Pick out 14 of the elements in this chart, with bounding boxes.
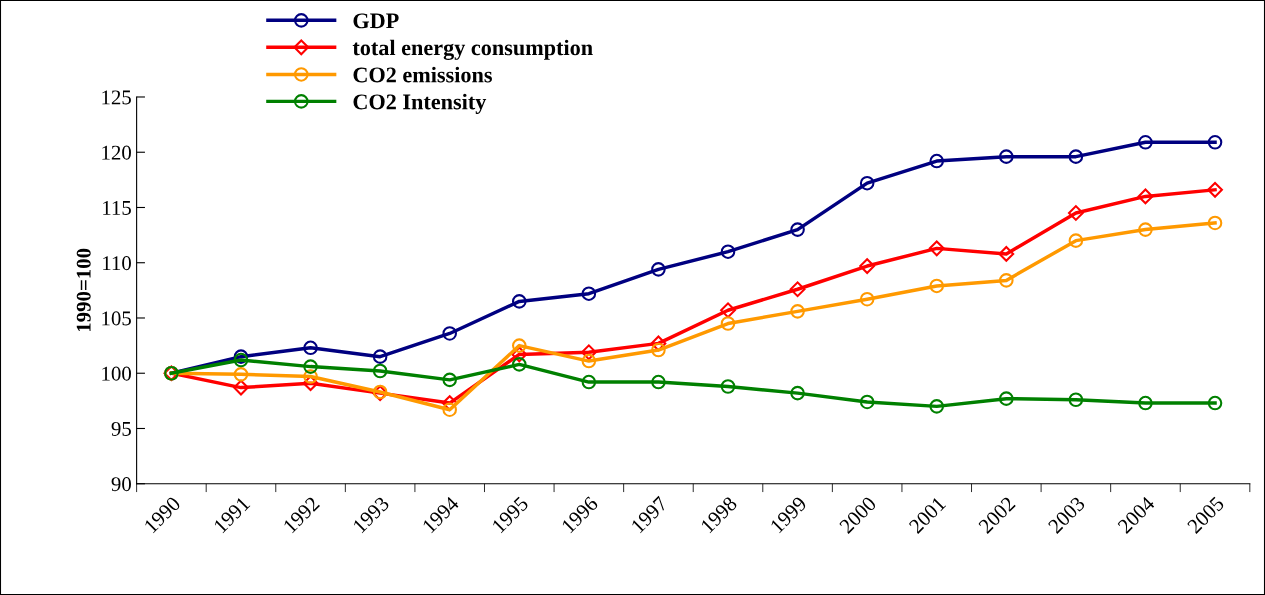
y-tick-label: 120 [102, 145, 131, 160]
y-tick-label: 125 [102, 90, 131, 105]
x-tick-label: 1991 [213, 496, 251, 534]
y-tick-label: 100 [102, 366, 131, 381]
legend-label: total energy consumption [352, 39, 593, 60]
y-tick-label: 105 [102, 311, 131, 326]
legend-label: CO2 Intensity [353, 93, 487, 114]
y-tick-label: 95 [111, 421, 131, 436]
y-tick-label: 110 [103, 256, 131, 271]
y-axis-title: 1990=100 [76, 248, 91, 332]
y-tick-label: 115 [103, 200, 131, 215]
legend-label: CO2 emissions [353, 66, 492, 83]
legend-label: GDP [353, 13, 399, 29]
y-tick-label: 90 [111, 477, 131, 492]
